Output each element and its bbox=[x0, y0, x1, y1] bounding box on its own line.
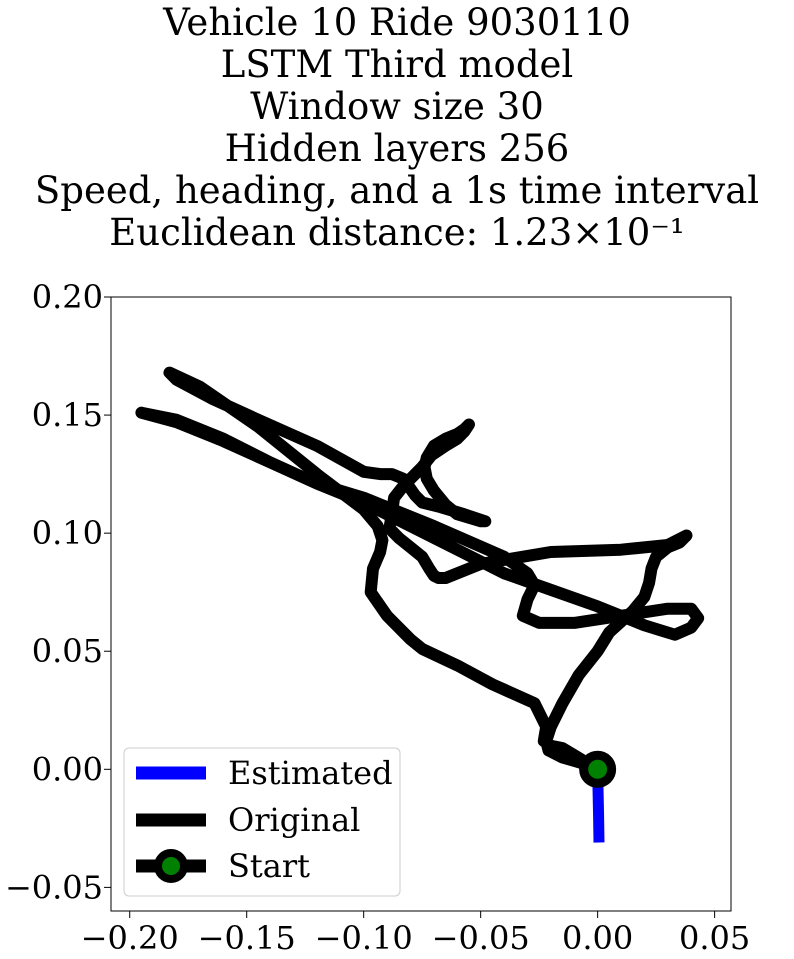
x-tick-label: −0.20 bbox=[81, 919, 179, 957]
title-line-vehicle: Vehicle 10 Ride 9030110 bbox=[163, 1, 631, 44]
start-marker bbox=[579, 750, 617, 788]
x-axis: −0.20 −0.15 −0.10 −0.05 0.00 0.05 bbox=[81, 911, 750, 957]
y-tick-label: −0.05 bbox=[5, 868, 103, 906]
legend-estimated-label: Estimated bbox=[228, 754, 393, 792]
x-tick-label: 0.00 bbox=[562, 919, 633, 957]
original-line bbox=[163, 366, 693, 776]
legend-box bbox=[123, 747, 401, 897]
legend-original-label: Original bbox=[228, 801, 360, 839]
plot-frame bbox=[110, 296, 732, 912]
y-tick-label: 0.20 bbox=[32, 278, 103, 316]
y-tick-label: 0.15 bbox=[32, 396, 103, 434]
chart-title: Vehicle 10 Ride 9030110 LSTM Third model… bbox=[0, 2, 794, 254]
title-line-model: LSTM Third model bbox=[220, 43, 574, 86]
title-line-distance: Euclidean distance: 1.23×10⁻¹ bbox=[109, 211, 685, 254]
title-line-window: Window size 30 bbox=[250, 85, 544, 128]
y-tick-label: 0.00 bbox=[32, 750, 103, 788]
legend-start-marker bbox=[154, 849, 188, 883]
y-tick-label: 0.05 bbox=[32, 632, 103, 670]
x-tick-label: −0.05 bbox=[432, 919, 530, 957]
x-tick-label: −0.10 bbox=[315, 919, 413, 957]
y-tick-label: 0.10 bbox=[32, 514, 103, 552]
legend-start-label: Start bbox=[228, 847, 310, 885]
legend: Estimated Original Start bbox=[123, 747, 401, 897]
x-tick-label: −0.15 bbox=[198, 919, 296, 957]
y-axis: −0.05 0.00 0.05 0.10 0.15 0.20 bbox=[5, 278, 111, 906]
title-line-hidden: Hidden layers 256 bbox=[224, 127, 570, 170]
original-line-loop bbox=[135, 406, 705, 641]
x-tick-label: 0.05 bbox=[679, 919, 750, 957]
plot-lines bbox=[135, 366, 705, 843]
title-line-features: Speed, heading, and a 1s time interval bbox=[34, 169, 760, 212]
